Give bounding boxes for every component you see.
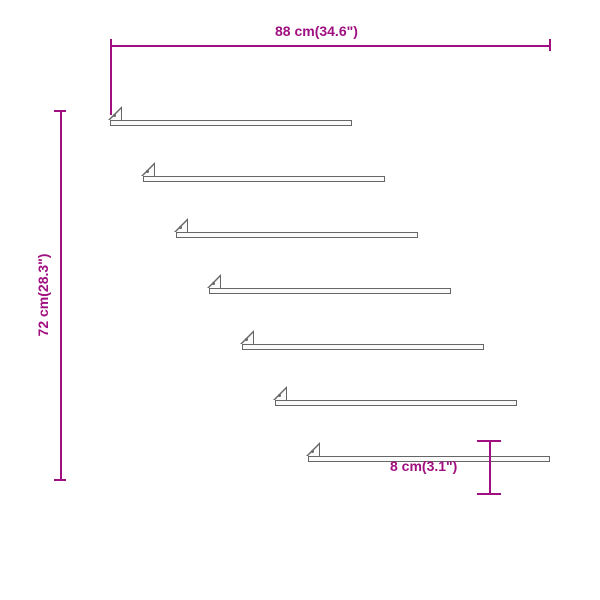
step-platform (275, 400, 517, 406)
height-tick-top (54, 110, 66, 112)
step-platform (242, 344, 484, 350)
stepheight-dimension-label: 8 cm(3.1") (390, 458, 457, 474)
width-dimension-line (110, 45, 550, 47)
stepheight-dimension-line (489, 440, 491, 493)
step-screw (245, 338, 248, 341)
width-dimension-label: 88 cm(34.6") (275, 23, 358, 39)
height-dimension-line (60, 110, 62, 480)
height-dimension-label: 72 cm(28.3") (35, 240, 51, 350)
step-screw (311, 450, 314, 453)
width-tick-right (549, 39, 551, 51)
height-tick-bottom (54, 479, 66, 481)
step-screw (212, 282, 215, 285)
step-platform (143, 176, 385, 182)
step-platform (209, 288, 451, 294)
step-platform (110, 120, 352, 126)
step-screw (179, 226, 182, 229)
step-platform (176, 232, 418, 238)
width-ext-left (110, 45, 112, 115)
step-screw (146, 170, 149, 173)
step-screw (113, 114, 116, 117)
step-screw (278, 394, 281, 397)
stepheight-tick-bottom (477, 493, 501, 495)
